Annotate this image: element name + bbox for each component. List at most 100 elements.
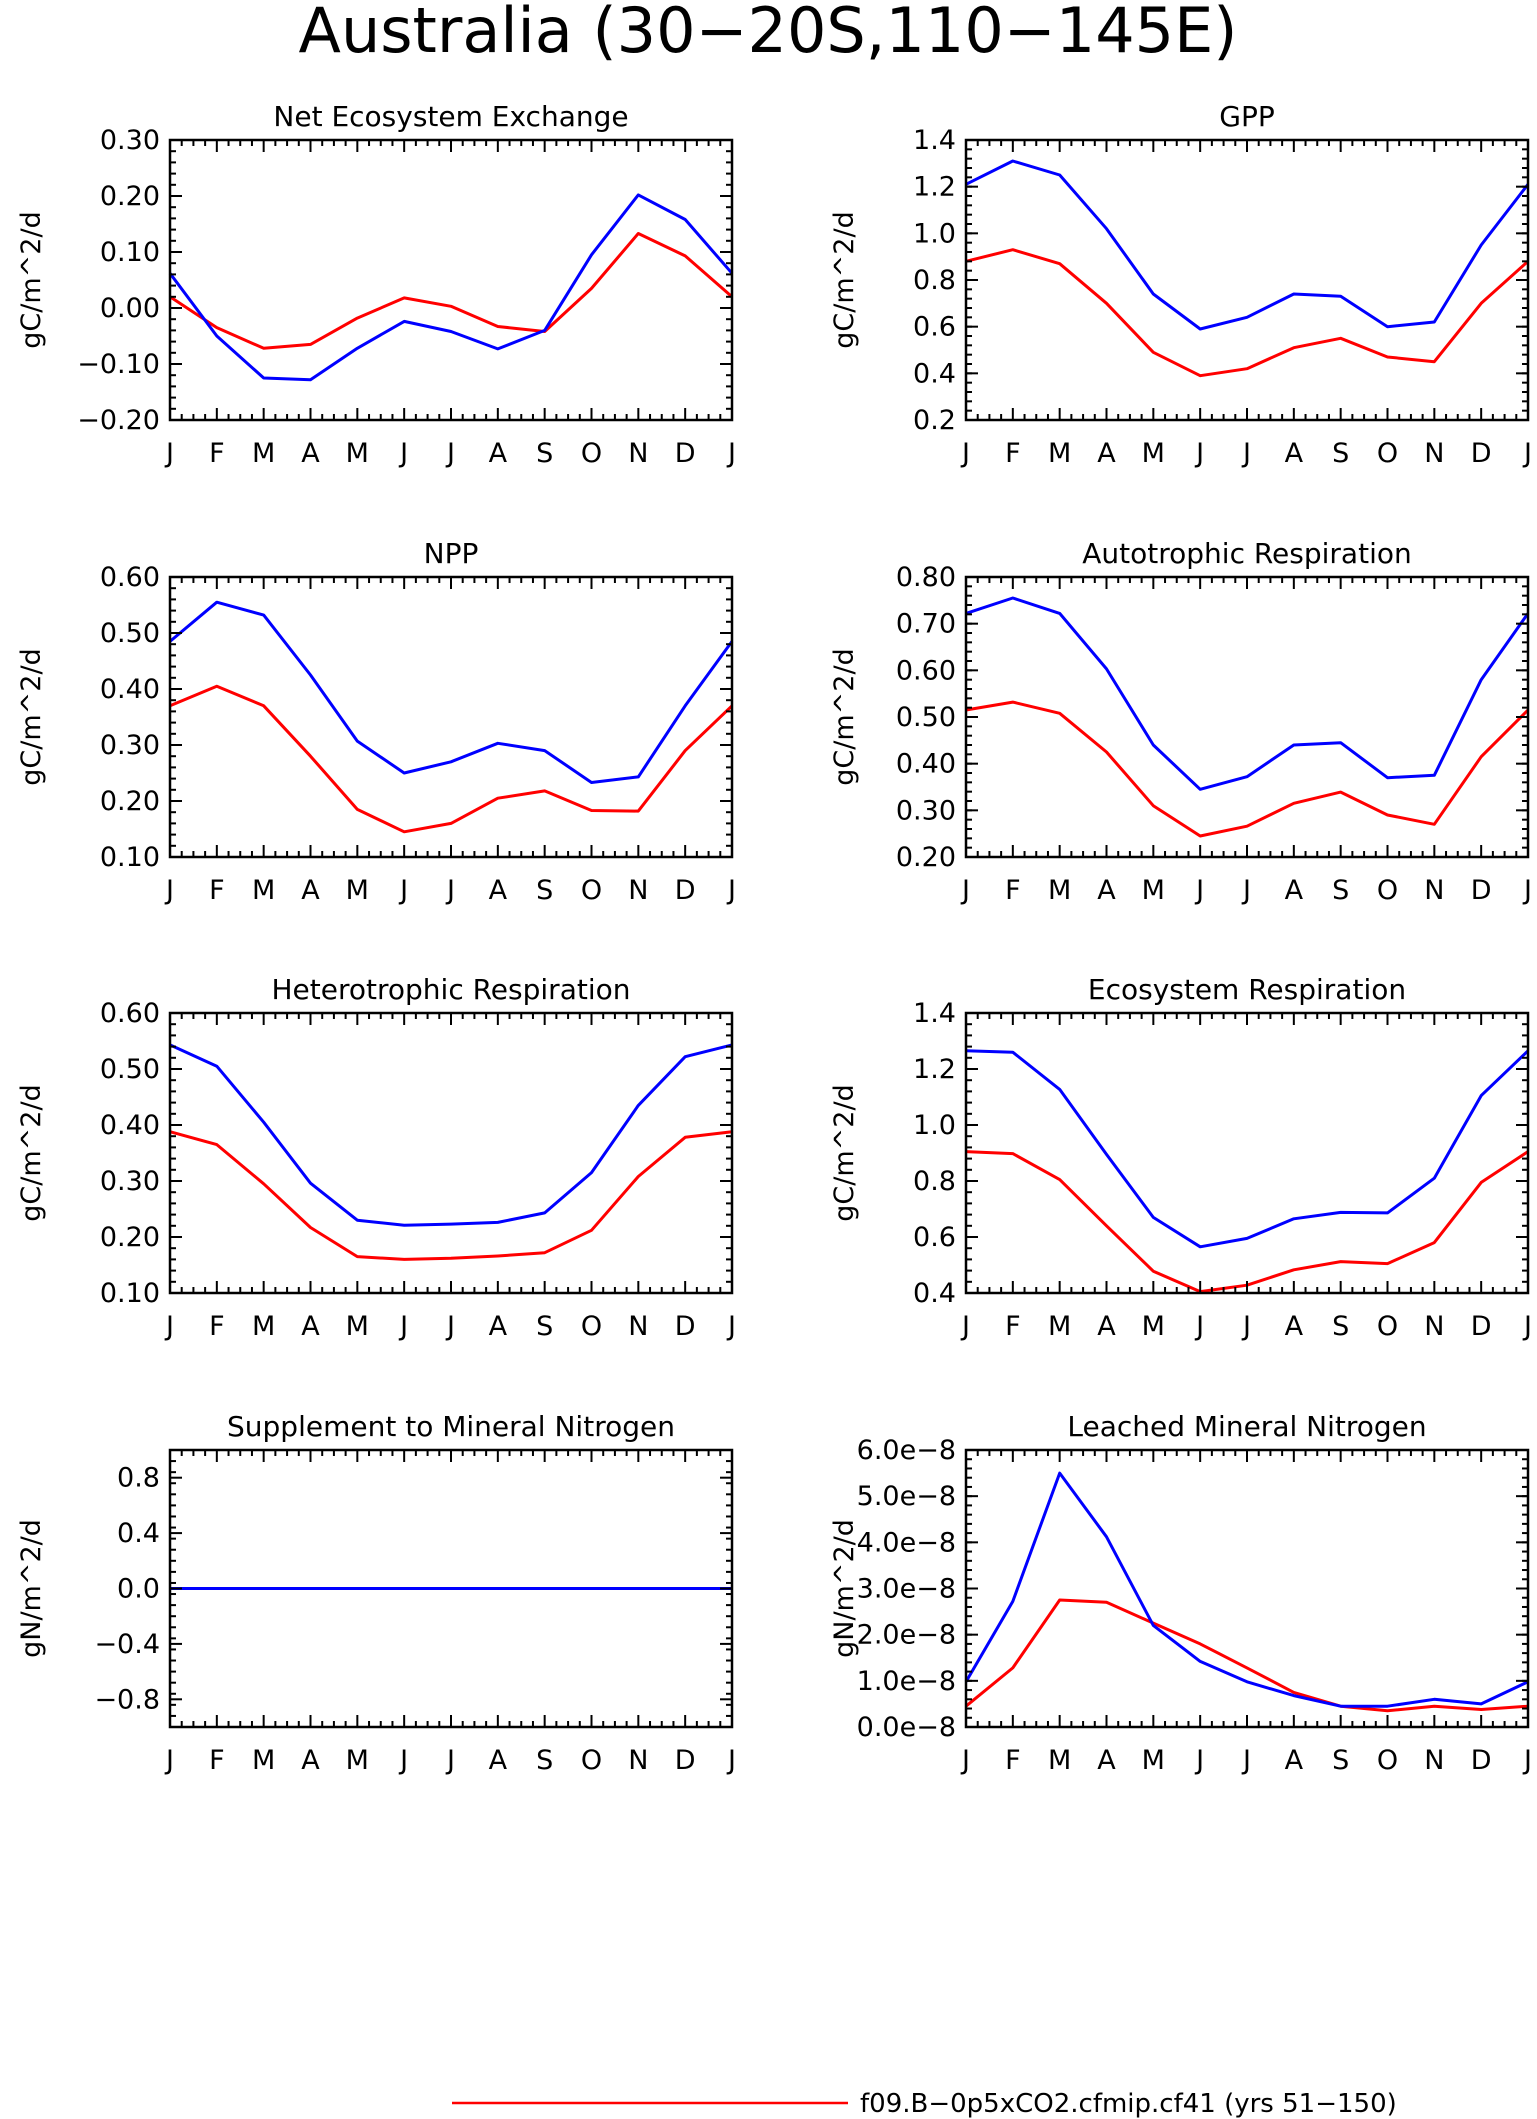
x-tick-label: S [1332, 1311, 1349, 1342]
series-line-red [169, 1130, 733, 1261]
x-tick-label: M [1142, 875, 1165, 906]
y-tick-label: 0.30 [100, 730, 160, 761]
x-tick-label: J [960, 1745, 970, 1776]
x-tick-label: J [398, 1745, 408, 1776]
x-tick-label: N [1424, 875, 1444, 906]
x-tick-label: M [1142, 1311, 1165, 1342]
x-tick-label: S [536, 875, 553, 906]
x-tick-label: J [1194, 1311, 1204, 1342]
x-tick-label: O [1377, 875, 1398, 906]
x-tick-label: A [1285, 875, 1304, 906]
y-tick-label: 0.30 [100, 1166, 160, 1197]
x-tick-label: S [536, 1745, 553, 1776]
y-tick-label: 0.70 [896, 609, 956, 640]
x-tick-label: A [489, 875, 508, 906]
x-tick-label: A [489, 438, 508, 469]
x-tick-label: M [346, 438, 369, 469]
series-line-blue [965, 596, 1530, 791]
x-tick-label: N [628, 1745, 648, 1776]
x-tick-label: A [1097, 438, 1116, 469]
x-tick-label: D [675, 1745, 696, 1776]
y-tick-label: 0.20 [896, 842, 956, 873]
y-tick-label: 1.4 [913, 998, 956, 1029]
y-tick-label: 0.40 [896, 749, 956, 780]
y-axis-label: gC/m^2/d [16, 648, 47, 785]
x-tick-label: A [1285, 1745, 1304, 1776]
x-tick-label: M [1048, 1745, 1071, 1776]
y-tick-label: 0.50 [100, 618, 160, 649]
x-tick-label: S [1332, 875, 1349, 906]
y-tick-label: 0.50 [100, 1054, 160, 1085]
x-tick-label: M [252, 1311, 275, 1342]
y-tick-label: 0.60 [100, 998, 160, 1029]
panel-title: NPP [424, 537, 479, 570]
series-line-blue [169, 1043, 733, 1227]
x-tick-label: M [252, 438, 275, 469]
x-tick-label: S [536, 1311, 553, 1342]
x-tick-label: S [1332, 1745, 1349, 1776]
x-tick-label: D [1471, 1745, 1492, 1776]
y-tick-label: 0.10 [100, 237, 160, 268]
y-tick-label: 0.4 [913, 1278, 956, 1309]
y-tick-label: 0.6 [913, 1222, 956, 1253]
figure-title: Australia (30−20S,110−145E) [299, 0, 1238, 67]
panel-title: Autotrophic Respiration [1082, 537, 1411, 570]
x-tick-label: O [581, 1311, 602, 1342]
x-tick-label: N [628, 438, 648, 469]
legend: f09.B−0p5xCO2.cfmip.cf41 (yrs 51−150) [452, 2089, 1397, 2119]
y-axis-label: gN/m^2/d [829, 1519, 860, 1658]
plot-frame [964, 138, 1530, 422]
x-tick-label: A [301, 875, 320, 906]
x-tick-label: O [581, 438, 602, 469]
x-tick-label: J [445, 438, 455, 469]
y-tick-label: 0.60 [100, 562, 160, 593]
y-tick-label: 3.0e−8 [857, 1574, 956, 1605]
panel-title: Supplement to Mineral Nitrogen [227, 1410, 675, 1443]
y-tick-label: 1.0 [913, 218, 956, 249]
x-tick-label: A [489, 1745, 508, 1776]
x-tick-label: M [1048, 438, 1071, 469]
x-tick-label: O [1377, 438, 1398, 469]
x-tick-label: N [1424, 438, 1444, 469]
x-tick-label: N [628, 875, 648, 906]
x-tick-label: N [628, 1311, 648, 1342]
x-tick-label: F [209, 1745, 225, 1776]
y-tick-label: 0.6 [913, 312, 956, 343]
y-tick-label: 0.0 [117, 1574, 160, 1605]
x-tick-label: J [164, 438, 174, 469]
x-tick-label: J [726, 438, 736, 469]
y-axis-label: gC/m^2/d [829, 211, 860, 348]
x-tick-label: S [1332, 438, 1349, 469]
x-tick-label: O [1377, 1745, 1398, 1776]
y-tick-label: 0.40 [100, 674, 160, 705]
plot-frame [964, 1448, 1530, 1729]
y-tick-label: −0.8 [94, 1684, 160, 1715]
x-tick-label: D [1471, 438, 1492, 469]
y-tick-label: 0.8 [913, 1166, 956, 1197]
series-line-blue [168, 193, 734, 382]
x-tick-label: A [1097, 1745, 1116, 1776]
series-line-red [965, 248, 1530, 378]
series-line-red [965, 1598, 1529, 1713]
y-tick-label: 1.4 [913, 125, 956, 156]
panel-title: Ecosystem Respiration [1088, 973, 1406, 1006]
x-tick-label: A [489, 1311, 508, 1342]
x-tick-label: J [1241, 438, 1251, 469]
y-tick-label: 0.30 [896, 795, 956, 826]
y-tick-label: 0.0e−8 [857, 1712, 956, 1743]
y-tick-label: 0.20 [100, 786, 160, 817]
x-tick-label: J [164, 1745, 174, 1776]
x-tick-label: F [1005, 438, 1021, 469]
x-tick-label: J [445, 1745, 455, 1776]
y-axis-label: gC/m^2/d [16, 211, 47, 348]
y-tick-label: 0.8 [117, 1463, 160, 1494]
x-tick-label: F [1005, 1745, 1021, 1776]
y-axis-label: gC/m^2/d [16, 1084, 47, 1221]
y-tick-label: 2.0e−8 [857, 1620, 956, 1651]
y-tick-label: 0.4 [913, 358, 956, 389]
